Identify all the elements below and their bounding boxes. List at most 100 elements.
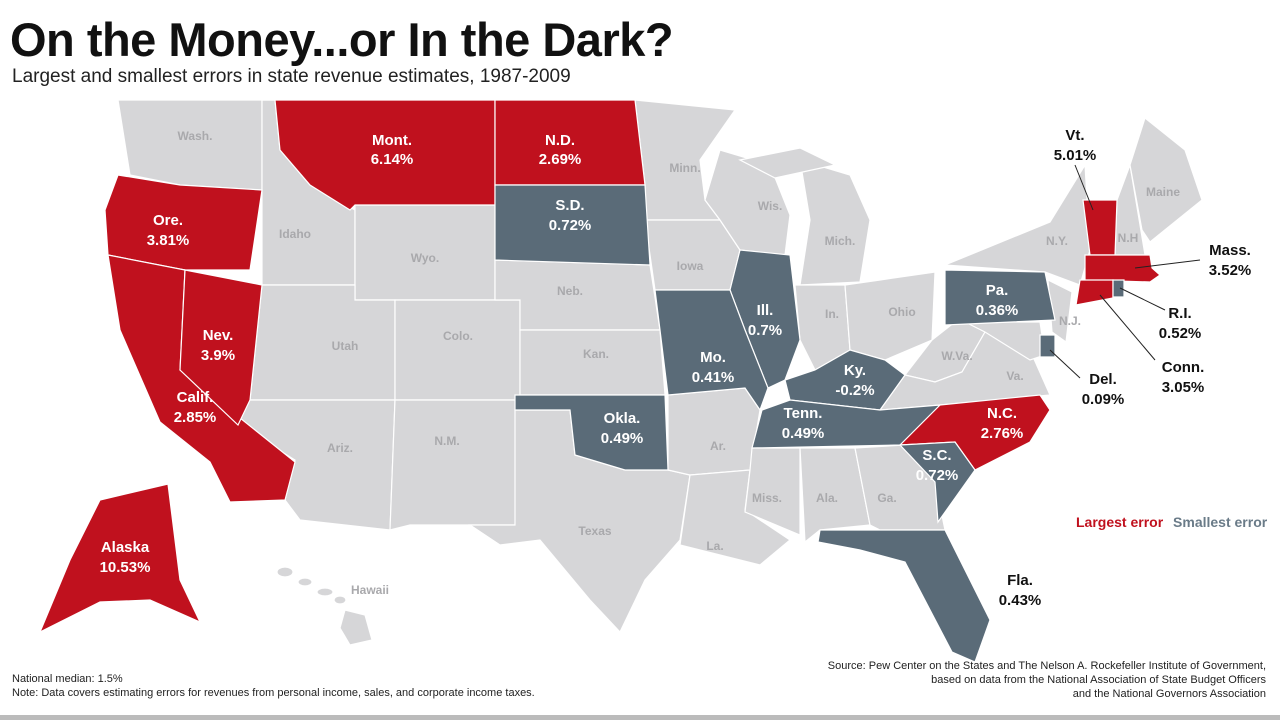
state-fla bbox=[817, 529, 991, 663]
state-colo bbox=[394, 299, 521, 401]
state-del bbox=[1039, 334, 1056, 358]
label-okla: Okla. bbox=[604, 410, 641, 427]
label-ky: Ky. bbox=[844, 362, 866, 379]
value-ore: 3.81% bbox=[147, 232, 190, 249]
state-nev bbox=[179, 269, 263, 427]
label-nev: Nev. bbox=[203, 327, 234, 344]
label-hawaii: Hawaii bbox=[351, 583, 389, 597]
state-ala bbox=[799, 447, 871, 544]
state-tenn bbox=[751, 399, 942, 449]
label-wva: W.Va. bbox=[941, 349, 972, 363]
state-nm bbox=[389, 399, 521, 531]
map-title: On the Money...or In the Dark? bbox=[10, 13, 674, 66]
value-nc: 2.76% bbox=[981, 425, 1024, 442]
label-ill: Ill. bbox=[757, 302, 774, 319]
label-minn: Minn. bbox=[669, 161, 700, 175]
label-pa: Pa. bbox=[986, 282, 1009, 299]
source-line-2: based on data from the National Associat… bbox=[931, 674, 1266, 686]
value-ill: 0.7% bbox=[748, 322, 782, 339]
value-del: 0.09% bbox=[1082, 391, 1125, 408]
label-in: In. bbox=[825, 307, 839, 321]
label-calif: Calif. bbox=[177, 389, 214, 406]
value-tenn: 0.49% bbox=[782, 425, 825, 442]
label-conn: Conn. bbox=[1162, 359, 1205, 376]
map-subtitle: Largest and smallest errors in state rev… bbox=[12, 66, 571, 87]
label-utah: Utah bbox=[332, 339, 359, 353]
state-utah bbox=[249, 284, 396, 401]
value-conn: 3.05% bbox=[1162, 379, 1205, 396]
label-miss: Miss. bbox=[752, 491, 782, 505]
label-mass: Mass. bbox=[1209, 242, 1251, 259]
label-sc: S.C. bbox=[922, 447, 951, 464]
label-sd: S.D. bbox=[555, 197, 584, 214]
national-median: National median: 1.5% bbox=[12, 673, 123, 685]
state-iowa bbox=[644, 219, 741, 291]
value-sc: 0.72% bbox=[916, 467, 959, 484]
bottom-border bbox=[0, 715, 1280, 720]
label-tenn: Tenn. bbox=[784, 405, 823, 422]
value-mont: 6.14% bbox=[371, 151, 414, 168]
label-ore: Ore. bbox=[153, 212, 183, 229]
state-alaska bbox=[38, 483, 202, 634]
label-ar: Ar. bbox=[710, 439, 726, 453]
footnotes: National median: 1.5% Note: Data covers … bbox=[12, 672, 535, 700]
value-ri: 0.52% bbox=[1159, 325, 1202, 342]
label-maine: Maine bbox=[1146, 185, 1180, 199]
label-wyo: Wyo. bbox=[411, 251, 439, 265]
label-nj: N.J. bbox=[1059, 314, 1081, 328]
label-la: La. bbox=[706, 539, 723, 553]
value-sd: 0.72% bbox=[549, 217, 592, 234]
legend: Largest error Smallest error bbox=[1076, 514, 1267, 530]
value-alaska: 10.53% bbox=[100, 559, 151, 576]
state-mo bbox=[654, 289, 769, 412]
label-wis: Wis. bbox=[758, 199, 783, 213]
state-hawaii bbox=[276, 566, 373, 646]
state-md bbox=[964, 321, 1046, 361]
source-note: Source: Pew Center on the States and The… bbox=[828, 659, 1266, 701]
label-nc: N.C. bbox=[987, 405, 1017, 422]
value-calif: 2.85% bbox=[174, 409, 217, 426]
label-ohio: Ohio bbox=[888, 305, 915, 319]
value-nd: 2.69% bbox=[539, 151, 582, 168]
label-del: Del. bbox=[1089, 371, 1117, 388]
label-texas: Texas bbox=[578, 524, 611, 538]
state-mich-up bbox=[738, 147, 837, 179]
state-miss bbox=[744, 447, 801, 536]
state-sc bbox=[898, 441, 976, 524]
state-ri bbox=[1112, 279, 1125, 298]
label-nm: N.M. bbox=[434, 434, 459, 448]
label-nh: N.H bbox=[1118, 231, 1139, 245]
label-ala: Ala. bbox=[816, 491, 838, 505]
value-ky: -0.2% bbox=[835, 382, 874, 399]
label-ga: Ga. bbox=[877, 491, 896, 505]
label-vt: Vt. bbox=[1065, 127, 1084, 144]
value-mo: 0.41% bbox=[692, 369, 735, 386]
state-ark bbox=[667, 387, 761, 476]
label-kan: Kan. bbox=[583, 347, 609, 361]
legend-largest: Largest error bbox=[1076, 514, 1164, 530]
label-colo: Colo. bbox=[443, 329, 473, 343]
source-line-1: Source: Pew Center on the States and The… bbox=[827, 660, 1266, 672]
state-ore bbox=[104, 174, 263, 271]
value-nev: 3.9% bbox=[201, 347, 235, 364]
label-idaho: Idaho bbox=[279, 227, 311, 241]
state-kan bbox=[519, 329, 666, 396]
state-sd bbox=[494, 184, 651, 266]
value-pa: 0.36% bbox=[976, 302, 1019, 319]
state-wash bbox=[117, 99, 263, 191]
label-wash: Wash. bbox=[178, 129, 213, 143]
value-okla: 0.49% bbox=[601, 430, 644, 447]
label-nd: N.D. bbox=[545, 132, 575, 149]
label-mo: Mo. bbox=[700, 349, 726, 366]
label-iowa: Iowa bbox=[677, 259, 704, 273]
label-neb: Neb. bbox=[557, 284, 583, 298]
label-ny: N.Y. bbox=[1046, 234, 1068, 248]
value-vt: 5.01% bbox=[1054, 147, 1097, 164]
value-mass: 3.52% bbox=[1209, 262, 1252, 279]
state-okla bbox=[514, 394, 669, 471]
legend-smallest: Smallest error bbox=[1173, 514, 1268, 530]
data-note: Note: Data covers estimating errors for … bbox=[12, 687, 535, 699]
label-ri: R.I. bbox=[1168, 305, 1191, 322]
label-ariz: Ariz. bbox=[327, 441, 353, 455]
